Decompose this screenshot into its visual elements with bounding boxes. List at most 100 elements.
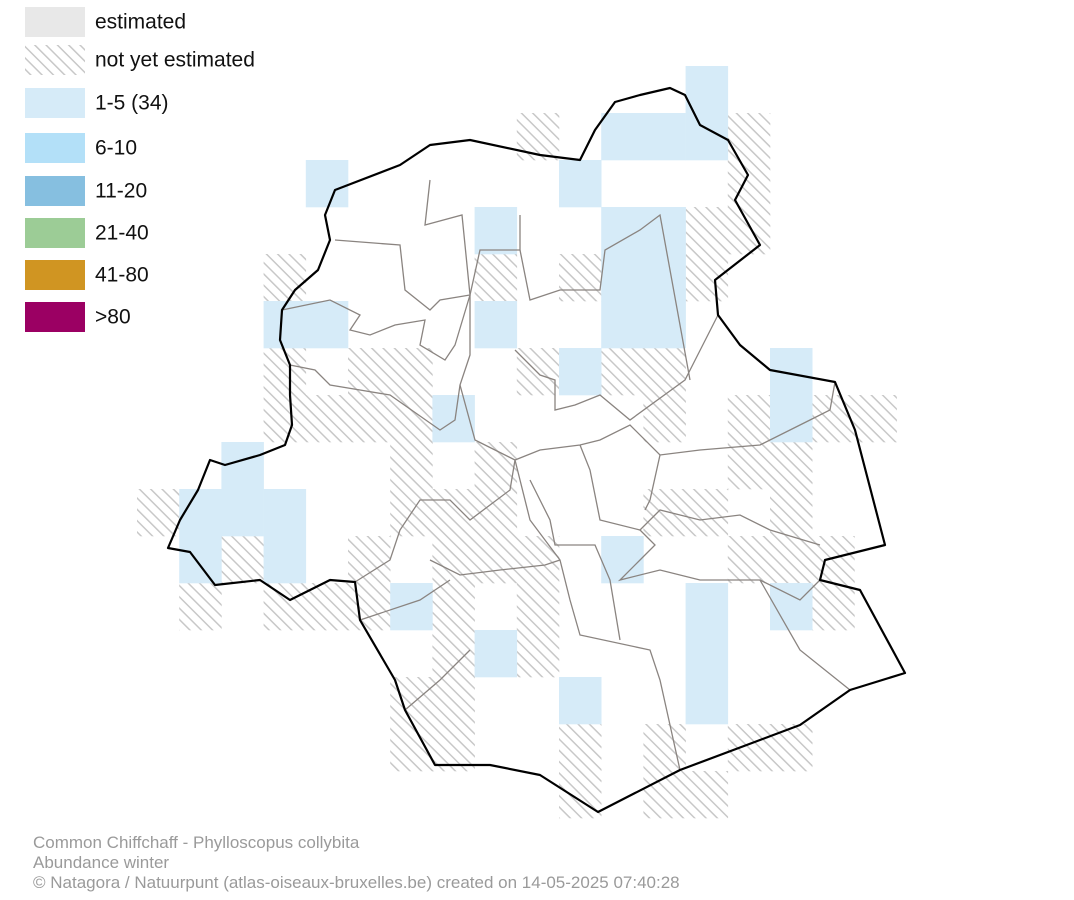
- abundance-cell: [601, 301, 644, 349]
- hatched-cell: [559, 724, 602, 772]
- hatched-cell: [643, 395, 686, 443]
- abundance-cell: [474, 207, 518, 255]
- hatched-cell: [643, 348, 686, 396]
- hatched-cell: [812, 395, 855, 443]
- region-outline: [166, 86, 907, 814]
- hatched-cell: [770, 536, 813, 584]
- hatched-cell: [348, 348, 391, 396]
- abundance-cell: [643, 207, 686, 255]
- hatched-cell: [727, 207, 771, 255]
- hatched-cell: [685, 254, 729, 302]
- footer-line: Abundance winter: [33, 853, 169, 872]
- hatched-cell: [390, 395, 433, 443]
- abundance-cell: [474, 301, 518, 349]
- hatched-cell: [305, 583, 349, 631]
- legend-label: 21-40: [95, 222, 149, 245]
- hatched-cell: [348, 536, 391, 584]
- hatched-cell: [770, 489, 813, 537]
- hatched-cell: [601, 348, 644, 396]
- abundance-cell: [221, 442, 264, 490]
- hatched-cell: [812, 536, 855, 584]
- legend-label: not yet estimated: [95, 49, 255, 72]
- legend-label: 11-20: [95, 180, 147, 203]
- footer: Common Chiffchaff - Phylloscopus collybi…: [33, 833, 680, 892]
- legend-swatch: [25, 218, 85, 248]
- hatched-cell: [348, 395, 391, 443]
- abundance-cell: [305, 160, 349, 208]
- footer-line: Common Chiffchaff - Phylloscopus collybi…: [33, 833, 360, 852]
- abundance-cell: [559, 160, 602, 208]
- abundance-cell: [643, 254, 686, 302]
- hatched-cell: [516, 536, 560, 584]
- abundance-cell: [390, 583, 433, 631]
- legend-label: 41-80: [95, 264, 149, 287]
- grid-cells: [137, 66, 897, 819]
- hatched-cell: [263, 395, 307, 443]
- abundance-cell: [643, 113, 686, 161]
- footer-line: © Natagora / Natuurpunt (atlas-oiseaux-b…: [33, 873, 680, 892]
- hatched-cell: [432, 677, 475, 725]
- hatched-cell: [474, 536, 518, 584]
- hatched-cell: [432, 489, 475, 537]
- legend-swatch: [25, 302, 85, 332]
- hatched-cell: [348, 583, 391, 631]
- legend-label: 6-10: [95, 137, 137, 160]
- hatched-cell: [516, 348, 560, 396]
- hatched-cell: [432, 724, 475, 772]
- hatched-cell: [516, 630, 560, 678]
- hatched-cell: [727, 724, 771, 772]
- legend-label: estimated: [95, 11, 186, 34]
- hatched-cell: [559, 254, 602, 302]
- abundance-cell: [305, 301, 349, 349]
- hatched-cell: [179, 583, 222, 631]
- abundance-cell: [221, 489, 264, 537]
- hatched-cell: [854, 395, 897, 443]
- hatched-cell: [390, 348, 433, 396]
- hatched-cell: [812, 583, 855, 631]
- hatched-cell: [770, 724, 813, 772]
- abundance-cell: [179, 536, 222, 584]
- hatched-cell: [390, 442, 433, 490]
- hatched-cell: [432, 583, 475, 631]
- hatched-cell: [643, 489, 686, 537]
- legend-swatch: [25, 260, 85, 290]
- hatched-cell: [685, 771, 729, 819]
- abundance-cell: [179, 489, 222, 537]
- abundance-cell: [263, 536, 307, 584]
- hatched-cell: [474, 489, 518, 537]
- abundance-cell: [263, 301, 307, 349]
- municipality-borders: [281, 179, 851, 771]
- hatched-cell: [727, 395, 771, 443]
- legend-label: >80: [95, 306, 131, 329]
- legend-swatch: [25, 176, 85, 206]
- hatched-cell: [727, 442, 771, 490]
- abundance-cell: [601, 207, 644, 255]
- abundance-cell: [601, 254, 644, 302]
- abundance-cell: [770, 395, 813, 443]
- abundance-cell: [685, 677, 729, 725]
- legend-swatch: [25, 133, 85, 163]
- hatched-cell: [474, 254, 518, 302]
- legend-swatch: [25, 88, 85, 118]
- abundance-cell: [601, 113, 644, 161]
- hatched-cell: [432, 536, 475, 584]
- hatched-cell: [432, 630, 475, 678]
- legend-swatch: [25, 45, 85, 75]
- legend-swatch: [25, 7, 85, 37]
- abundance-cell: [263, 489, 307, 537]
- hatched-cell: [263, 254, 307, 302]
- abundance-cell: [643, 301, 686, 349]
- hatched-cell: [685, 489, 729, 537]
- abundance-cell: [685, 630, 729, 678]
- hatched-cell: [263, 348, 307, 396]
- abundance-cell: [685, 583, 729, 631]
- abundance-cell: [432, 395, 475, 443]
- abundance-cell: [474, 630, 518, 678]
- hatched-cell: [516, 113, 560, 161]
- legend: estimated not yet estimated 1-5 (34) 6-10 11…: [25, 7, 255, 332]
- hatched-cell: [221, 536, 264, 584]
- legend-label: 1-5 (34): [95, 92, 169, 115]
- hatched-cell: [727, 536, 771, 584]
- hatched-cell: [305, 395, 349, 443]
